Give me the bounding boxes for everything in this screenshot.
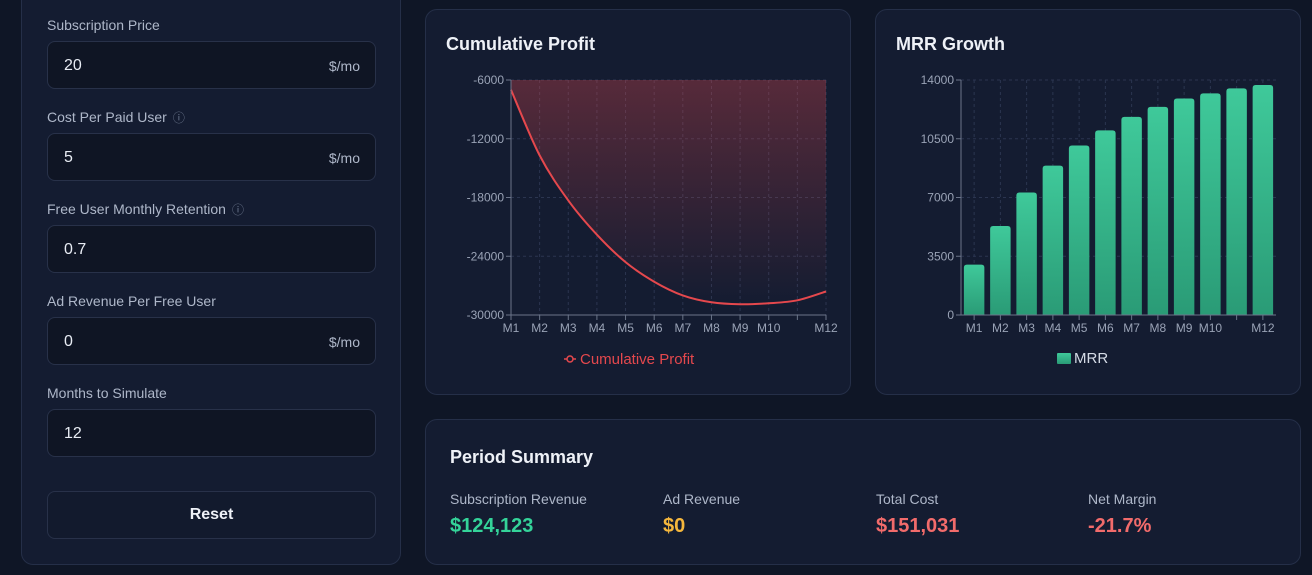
x-tick-label: M10 [757,321,781,335]
x-tick-label: M4 [1045,321,1062,335]
legend-label: Cumulative Profit [580,351,695,368]
cumulative-profit-card: Cumulative Profit -6000 -12000 -18000 -2400… [425,9,851,395]
months-to-simulate-value: 12 [64,425,82,442]
cost-per-paid-user-input[interactable]: 5 $/mo [47,133,376,181]
cost-per-paid-user-value: 5 [64,149,73,166]
x-tick-label: M9 [732,321,749,335]
x-tick-label: M2 [992,321,1009,335]
free-user-retention-label: Free User Monthly Retention ⓘ [47,201,244,217]
y-tick-label: 10500 [921,132,955,146]
x-tick-label: M6 [1097,321,1114,335]
free-user-retention-input[interactable]: 0.7 [47,225,376,273]
x-tick-label: M6 [646,321,663,335]
profit-area-fill [511,80,826,305]
x-tick-label: M5 [617,321,634,335]
period-summary-title: Period Summary [450,447,594,467]
legend-swatch [1057,353,1071,364]
x-tick-label: M8 [1150,321,1167,335]
mrr-bar [1068,145,1090,315]
legend-circle-marker [566,355,574,363]
x-tick-label: M7 [1123,321,1140,335]
mrr-legend[interactable]: MRR [1057,350,1108,367]
stat-value: $124,123 [450,515,534,537]
x-tick-label: M10 [1199,321,1223,335]
y-tick-label: 7000 [927,191,954,205]
ad-revenue-label: Ad Revenue Per Free User [47,293,216,309]
net-margin-stat: Net Margin -21.7% [1088,491,1156,538]
subscription-revenue-stat: Subscription Revenue $124,123 [450,491,587,538]
subscription-price-input[interactable]: 20 $/mo [47,41,376,89]
mrr-bar [1147,106,1169,315]
stat-label: Subscription Revenue [450,491,587,507]
cumulative-profit-legend[interactable]: Cumulative Profit [564,351,695,368]
mrr-bar [1121,116,1142,315]
subscription-price-label: Subscription Price [47,17,160,33]
stat-label: Ad Revenue [663,491,741,507]
mrr-bar [1042,165,1064,315]
y-tick-label: -18000 [467,191,505,205]
x-tick-label: M4 [589,321,606,335]
x-tick-label: M9 [1176,321,1193,335]
y-tick-label: -6000 [473,73,504,87]
legend-label: MRR [1074,350,1108,367]
x-tick-label: M12 [814,321,838,335]
x-tick-label: M3 [1018,321,1035,335]
mrr-bar [1173,98,1195,315]
period-summary-card: Period Summary Subscription Revenue $124… [425,419,1301,565]
months-to-simulate-label: Months to Simulate [47,385,167,401]
mrr-bar [1252,85,1274,316]
subscription-price-unit: $/mo [328,58,360,74]
free-user-retention-value: 0.7 [64,241,87,258]
x-tick-label: M7 [674,321,691,335]
x-tick-label: M1 [503,321,520,335]
ad-revenue-unit: $/mo [328,334,360,350]
x-tick-label: M8 [703,321,720,335]
mrr-bar [1200,93,1221,315]
y-tick-label: -12000 [467,132,505,146]
months-to-simulate-input[interactable]: 12 [47,409,376,457]
x-tick-label: M12 [1251,321,1275,335]
y-tick-label: 14000 [921,73,955,87]
stat-value: $151,031 [876,515,960,537]
y-tick-label: 0 [947,308,954,322]
stat-label: Net Margin [1088,491,1157,507]
reset-button[interactable]: Reset [47,491,376,539]
cumulative-profit-title: Cumulative Profit [446,34,596,54]
stat-value: $0 [663,515,686,537]
settings-panel: Subscription Price 20 $/mo Cost Per Paid… [21,0,401,565]
x-tick-label: M2 [531,321,548,335]
info-icon[interactable]: ⓘ [172,111,185,125]
mrr-bar [990,226,1011,315]
cost-per-paid-user-label: Cost Per Paid User ⓘ [47,109,185,125]
mrr-bar [963,264,985,315]
y-tick-label: -24000 [467,249,505,263]
ad-revenue-stat: Ad Revenue $0 [663,491,740,538]
total-cost-stat: Total Cost $151,031 [876,491,959,538]
mrr-growth-card: MRR Growth 0 3500 7000 10500 14000 M1 M2 M3 M4 M5… [875,9,1301,395]
mrr-bar [1226,88,1247,316]
info-icon[interactable]: ⓘ [231,203,244,217]
mrr-bar [1016,192,1037,315]
profit-series-line [510,89,827,306]
cost-per-paid-user-unit: $/mo [328,150,360,166]
y-tick-label: -30000 [467,308,505,322]
x-tick-label: M5 [1071,321,1088,335]
subscription-price-value: 20 [64,57,82,74]
ad-revenue-value: 0 [64,333,73,350]
ad-revenue-input[interactable]: 0 $/mo [47,317,376,365]
mrr-growth-chart: 0 3500 7000 10500 14000 M1 M2 M3 M4 M5 M6 M7 M8 M9 M10… [921,73,1276,367]
x-tick-label: M1 [966,321,983,335]
stat-value: -21.7% [1088,515,1152,537]
mrr-bar [1095,130,1116,315]
mrr-growth-title: MRR Growth [896,34,1005,54]
x-tick-label: M3 [560,321,577,335]
stat-label: Total Cost [876,491,939,507]
y-tick-label: 3500 [927,249,954,263]
